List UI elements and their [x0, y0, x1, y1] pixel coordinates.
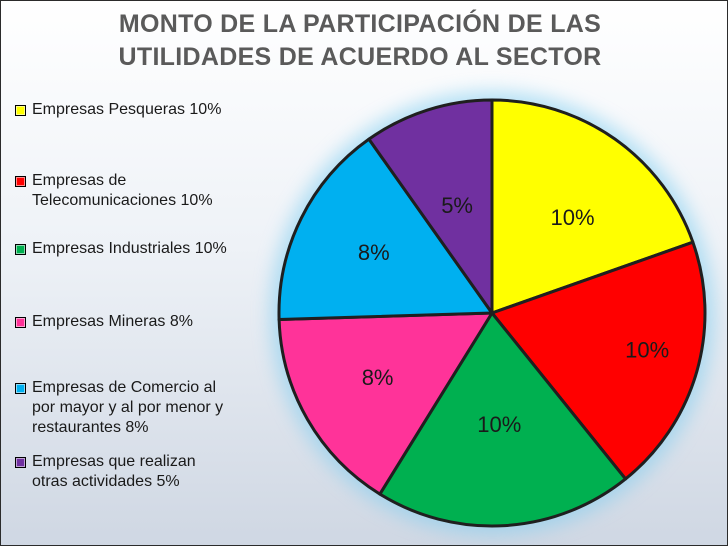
data-label-industriales: 10%: [477, 412, 521, 437]
data-label-pesqueras: 10%: [550, 205, 594, 230]
pie-slices: [277, 98, 707, 528]
data-label-comercio: 8%: [358, 240, 390, 265]
legend-item-otras-actividades: Empresas que realizan otras actividades …: [12, 452, 196, 492]
legend-swatch-mineras: [15, 317, 26, 328]
legend-swatch-otras-actividades: [15, 457, 26, 468]
chart-title-line-1: MONTO DE LA PARTICIPACIÓN DE LAS: [118, 10, 602, 38]
legend-swatch-pesqueras: [15, 105, 26, 116]
legend-label-otras-actividades: Empresas que realizan otras actividades …: [32, 453, 196, 490]
legend-label-industriales: Empresas Industriales 10%: [32, 240, 227, 257]
legend-item-telecomunicaciones: Empresas de Telecomunicaciones 10%: [12, 171, 213, 211]
pie-slice-otras-actividades: [367, 98, 494, 315]
data-label-telecomunicaciones: 10%: [625, 337, 669, 362]
legend-label-pesqueras: Empresas Pesqueras 10%: [32, 101, 222, 118]
legend-label-telecomunicaciones: Empresas de Telecomunicaciones 10%: [32, 172, 213, 209]
legend-item-pesqueras: Empresas Pesqueras 10%: [12, 100, 221, 120]
pie-slice-telecomunicaciones: [490, 240, 707, 481]
data-label-mineras: 8%: [362, 365, 394, 390]
chart-title: MONTO DE LA PARTICIPACIÓN DE LAS UTILIDA…: [60, 8, 660, 74]
pie-labels: 10% 10% 10% 8% 8% 5%: [358, 193, 669, 437]
pie-slice-industriales: [378, 311, 628, 528]
legend-item-industriales: Empresas Industriales 10%: [12, 239, 227, 259]
data-label-otras-actividades: 5%: [441, 193, 473, 218]
legend-swatch-telecomunicaciones: [15, 176, 26, 187]
pie-slice-comercio: [277, 137, 494, 322]
legend-swatch-industriales: [15, 244, 26, 255]
legend-item-comercio: Empresas de Comercio al por mayor y al p…: [12, 378, 223, 438]
chart-title-line-2: UTILIDADES DE ACUERDO AL SECTOR: [118, 43, 602, 71]
pie-slice-mineras: [277, 311, 494, 496]
legend-label-comercio: Empresas de Comercio al por mayor y al p…: [32, 379, 224, 436]
legend-item-mineras: Empresas Mineras 8%: [12, 312, 193, 332]
legend-swatch-comercio: [15, 383, 26, 394]
legend-label-mineras: Empresas Mineras 8%: [32, 313, 193, 330]
